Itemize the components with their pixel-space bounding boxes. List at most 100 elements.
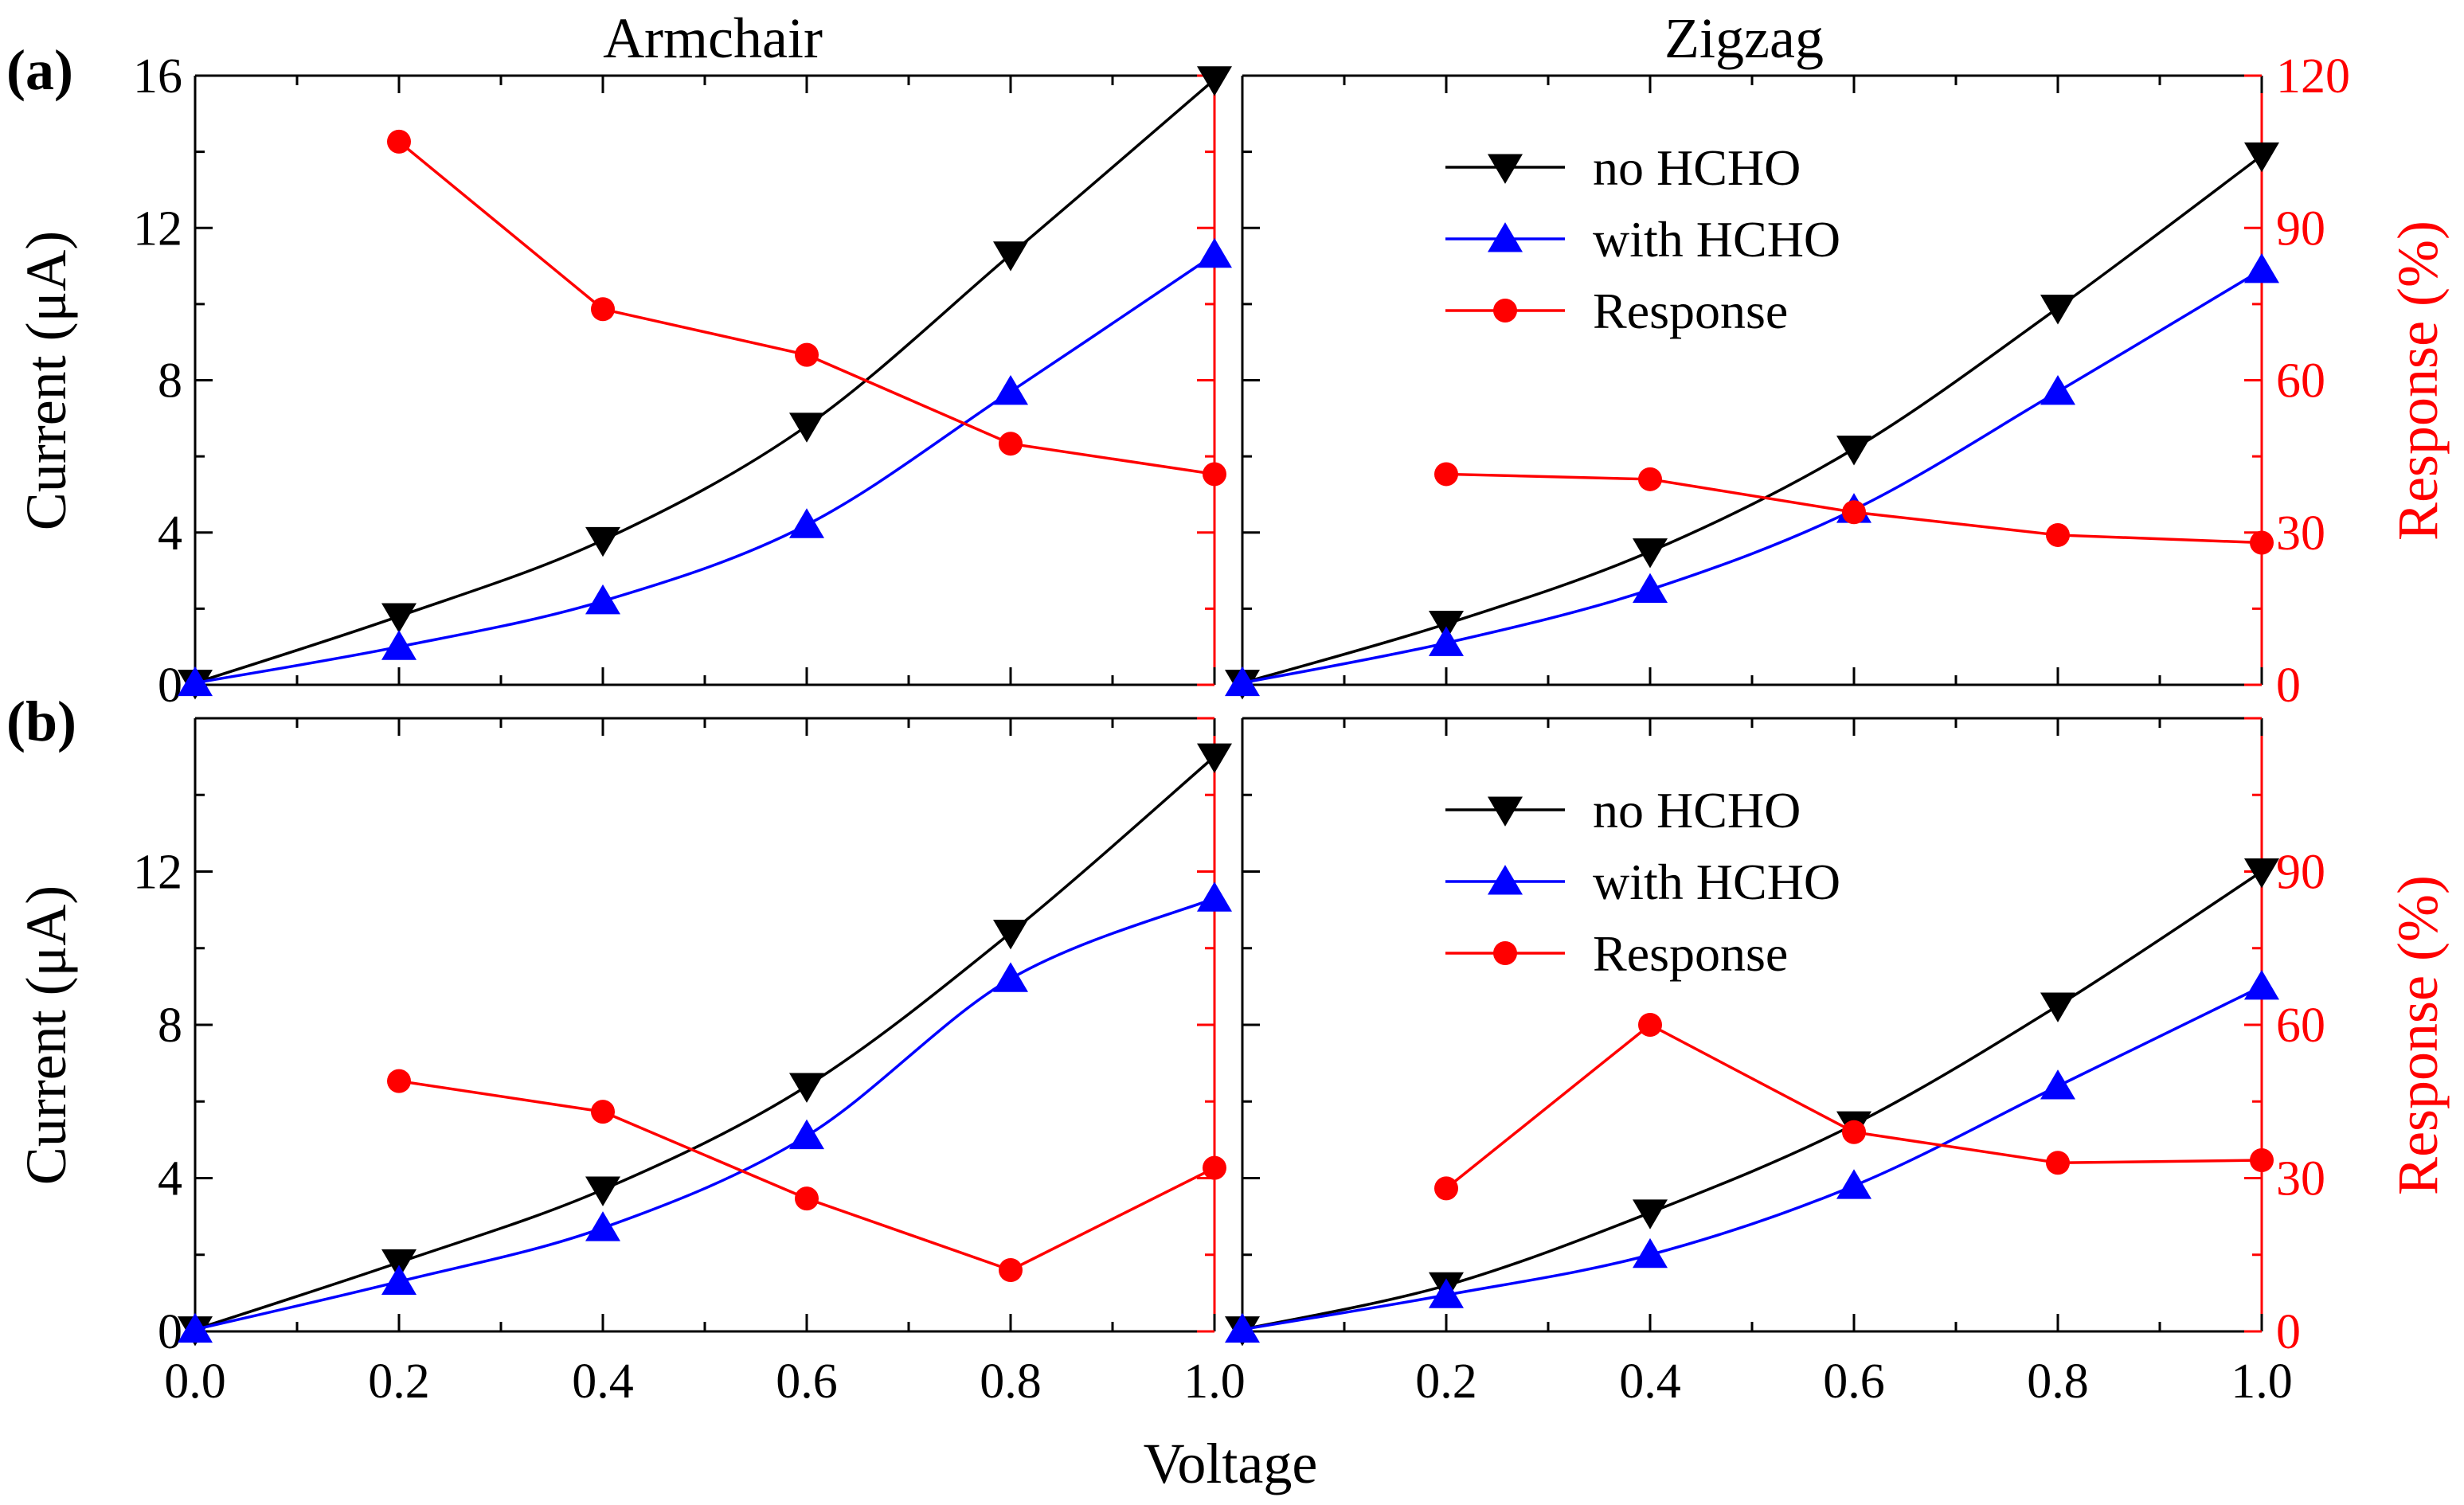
y-tick-label: 0: [158, 1305, 182, 1359]
data-point: [1429, 1278, 1464, 1308]
legend-item: no HCHO: [1445, 782, 1801, 838]
data-point: [591, 1100, 615, 1124]
data-point: [1203, 1155, 1226, 1180]
data-point: [178, 1312, 213, 1343]
data-point: [1638, 467, 1662, 491]
data-point: [591, 297, 615, 322]
panel-a-zigzag: 0 30 60 90 120: [1225, 49, 2350, 713]
panel-b-armchair: 0 4 8 12: [133, 717, 1232, 1359]
y2-tick-label: 30: [2276, 506, 2325, 561]
series-with-hcho: [1225, 969, 2279, 1343]
data-point: [2250, 1148, 2274, 1173]
series-line: [1242, 268, 2263, 685]
y-tick-label: 8: [158, 999, 182, 1053]
data-point: [789, 1073, 824, 1103]
x-tick-label: 1.0: [1183, 1354, 1246, 1409]
y-tick-label: 12: [133, 846, 182, 900]
series-line: [398, 1079, 1215, 1272]
data-point: [789, 508, 824, 538]
legend-marker: [1488, 222, 1523, 252]
right-axis-title-b: Response (%): [2386, 875, 2450, 1195]
data-point: [585, 1211, 620, 1241]
series-no-hcho: [178, 743, 1232, 1347]
legend-label: no HCHO: [1593, 139, 1801, 196]
data-point: [2040, 295, 2075, 325]
data-point: [1836, 1169, 1871, 1199]
data-point: [999, 1258, 1023, 1282]
data-point: [1633, 573, 1668, 603]
panel-a-armchair: 0 4 8 12 16: [133, 49, 1232, 713]
x-tick-labels: 0.0 0.2 0.4 0.6 0.8 1.0 0.2 0.4 0.6 0.8 1.0: [164, 1354, 2293, 1409]
data-point: [387, 1069, 411, 1093]
data-point: [1434, 462, 1458, 487]
legend-item: no HCHO: [1445, 139, 1801, 196]
y2-tick-label: 0: [2276, 1305, 2301, 1359]
data-point: [1429, 626, 1464, 656]
data-point: [993, 241, 1028, 272]
data-point: [2244, 858, 2279, 889]
x-axis-title: Voltage: [1144, 1432, 1318, 1495]
y-tick-label: 12: [133, 201, 182, 256]
series-line: [194, 897, 1215, 1331]
x-tick-label: 0.6: [776, 1354, 838, 1409]
data-point: [381, 1249, 417, 1280]
data-point: [1638, 1013, 1662, 1037]
data-point: [2046, 522, 2070, 547]
data-point: [1197, 66, 1232, 96]
data-point: [999, 432, 1023, 456]
left-axis-title-a: Current (μA): [14, 231, 78, 531]
series-line: [1242, 870, 2263, 1331]
series-response: [1434, 1013, 2274, 1201]
series-line: [1445, 1022, 2263, 1190]
legend-a-zigzag: no HCHO with HCHO Response: [1445, 139, 1840, 339]
series-line: [194, 755, 1216, 1331]
y-tick-label: 4: [158, 1152, 182, 1206]
legend-label: no HCHO: [1593, 782, 1801, 838]
x-tick-label: 0.4: [1619, 1354, 1681, 1409]
data-point: [993, 920, 1028, 950]
panel-label-a: (a): [6, 38, 73, 102]
data-point: [381, 603, 417, 633]
data-point: [993, 962, 1028, 992]
data-point: [1197, 882, 1232, 912]
y2-tick-label: 60: [2276, 354, 2325, 408]
data-point: [585, 526, 620, 557]
y2-tick-label: 30: [2276, 1152, 2325, 1206]
data-point: [2040, 1069, 2075, 1100]
series-line: [194, 78, 1216, 685]
legend-b-zigzag: no HCHO with HCHO Response: [1445, 782, 1840, 982]
data-point: [789, 412, 824, 443]
y-tick-label: 16: [133, 49, 182, 104]
data-point: [1197, 237, 1232, 268]
data-point: [2244, 142, 2279, 173]
x-tick-label: 0.4: [572, 1354, 634, 1409]
data-point: [795, 1186, 819, 1211]
legend-item: with HCHO: [1445, 854, 1840, 910]
y2-tick-label: 60: [2276, 999, 2325, 1053]
data-point: [2040, 374, 2075, 405]
data-point: [1225, 666, 1260, 697]
legend-label: Response: [1593, 925, 1788, 982]
legend-item: Response: [1445, 283, 1788, 339]
y2-tick-label: 90: [2276, 201, 2325, 256]
data-point: [178, 666, 213, 697]
y-tick-label: 0: [158, 659, 182, 713]
data-point: [993, 374, 1028, 405]
panel-label-b: (b): [6, 690, 76, 753]
data-point: [1836, 436, 1871, 466]
legend-marker: [1493, 299, 1517, 322]
x-tick-label: 0.0: [164, 1354, 226, 1409]
legend-marker: [1493, 941, 1517, 965]
left-axis-title-b: Current (μA): [14, 885, 78, 1186]
legend-label: Response: [1593, 283, 1788, 339]
y-tick-label: 4: [158, 506, 182, 561]
data-point: [585, 584, 620, 615]
series-response: [387, 1069, 1226, 1282]
y2-tick-label: 120: [2276, 49, 2350, 104]
data-point: [1633, 1237, 1668, 1268]
data-point: [1633, 538, 1668, 569]
right-axis-title-a: Response (%): [2386, 221, 2450, 541]
data-point: [789, 1119, 824, 1150]
data-point: [1203, 462, 1226, 487]
